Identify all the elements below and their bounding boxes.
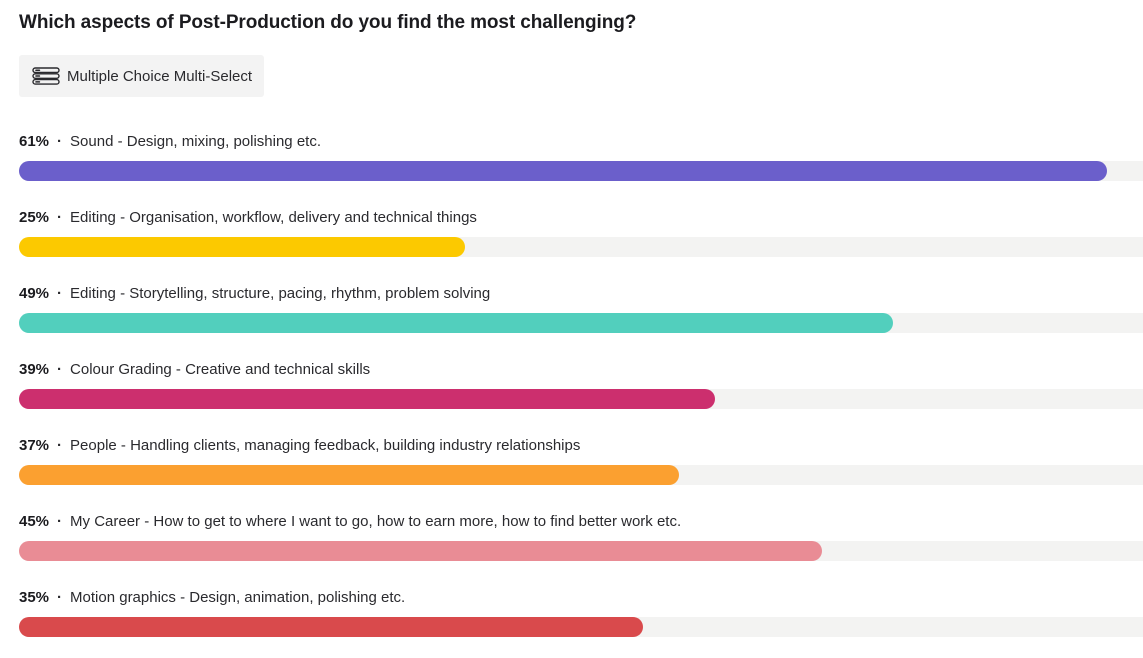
result-bar (19, 465, 679, 485)
separator-dot: · (57, 285, 63, 302)
result-label: 35% · Motion graphics - Design, animation,… (19, 588, 405, 608)
result-bar (19, 313, 893, 333)
result-option-text: People - Handling clients, managing feed… (70, 437, 581, 454)
result-option-text: Editing - Storytelling, structure, pacin… (70, 285, 491, 302)
result-bar-track (19, 617, 1143, 637)
result-label: 39% · Colour Grading - Creative and techni… (19, 360, 370, 380)
separator-dot: · (57, 133, 63, 150)
result-label: 25% · Editing - Organisation, workflow, de… (19, 208, 477, 228)
separator-dot: · (57, 589, 63, 606)
separator-dot: · (57, 361, 63, 378)
result-bar-track (19, 389, 1143, 409)
result-option-text: Sound - Design, mixing, polishing etc. (70, 133, 321, 150)
result-bar-track (19, 313, 1143, 333)
result-bar-track (19, 465, 1143, 485)
result-bar-track (19, 237, 1143, 257)
result-percentage: 37% (19, 437, 50, 454)
result-option-text: Colour Grading - Creative and technical … (70, 361, 371, 378)
result-bar (19, 389, 715, 409)
result-bar-track (19, 161, 1143, 181)
result-label: 61% · Sound - Design, mixing, polishing et… (19, 132, 321, 152)
result-percentage: 39% (19, 361, 50, 378)
result-label: 49% · Editing - Storytelling, structure, p… (19, 284, 490, 304)
multi-select-list-icon (32, 67, 60, 85)
separator-dot: · (57, 513, 63, 530)
result-option-text: Editing - Organisation, workflow, delive… (70, 209, 477, 226)
result-bar (19, 237, 465, 257)
result-bar-track (19, 541, 1143, 561)
result-percentage: 45% (19, 513, 50, 530)
result-percentage: 25% (19, 209, 50, 226)
result-bar (19, 617, 643, 637)
result-label: 45% · My Career - How to get to where I wa… (19, 512, 681, 532)
question-type-chip: Multiple Choice Multi-Select (19, 55, 265, 97)
result-label: 37% · People - Handling clients, managing … (19, 436, 580, 456)
result-percentage: 35% (19, 589, 50, 606)
result-option-text: My Career - How to get to where I want t… (70, 513, 682, 530)
results-bar-chart: 61% · Sound - Design, mixing, polishing et… (19, 0, 1143, 658)
result-percentage: 61% (19, 133, 50, 150)
result-bar (19, 541, 822, 561)
question-type-label: Multiple Choice Multi-Select (67, 67, 253, 85)
result-bar (19, 161, 1107, 181)
result-option-text: Motion graphics - Design, animation, pol… (70, 589, 406, 606)
separator-dot: · (57, 437, 63, 454)
question-title: Which aspects of Post-Production do you … (19, 12, 637, 33)
separator-dot: · (57, 209, 63, 226)
result-percentage: 49% (19, 285, 50, 302)
